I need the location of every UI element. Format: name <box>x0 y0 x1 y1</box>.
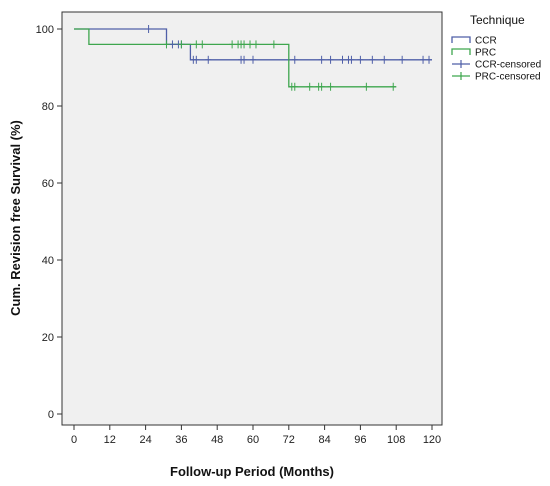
censor-layer <box>145 25 433 91</box>
censor-mark-ccr-censored <box>318 55 325 64</box>
censor-mark-ccr-censored <box>327 55 334 64</box>
legend-title: Technique <box>470 13 525 27</box>
x-tick-label: 36 <box>175 434 187 446</box>
censor-mark-ccr-censored <box>369 55 376 64</box>
x-tick-label: 84 <box>318 434 330 446</box>
censor-mark-prc-censored <box>327 82 334 91</box>
censor-mark-ccr-censored <box>357 55 364 64</box>
legend-item-ccr: CCR <box>451 36 497 47</box>
y-ticks: 0 20 40 60 80 100 <box>36 24 62 421</box>
legend-swatch <box>451 36 471 43</box>
y-tick-label: 20 <box>42 332 54 344</box>
legend-item-prc: PRC <box>451 48 496 59</box>
censor-mark-ccr-censored <box>241 55 248 64</box>
censor-mark-prc-censored <box>252 40 259 49</box>
censor-mark-ccr-censored <box>426 55 433 64</box>
x-tick-label: 0 <box>71 434 77 446</box>
censor-mark-ccr-censored <box>145 25 152 33</box>
y-tick-label: 40 <box>42 255 54 267</box>
y-tick-label: 0 <box>48 409 54 421</box>
censor-mark-ccr-censored <box>205 55 212 64</box>
legend-item-ccr-censored: CCR-censored <box>452 60 541 71</box>
censor-mark-prc-censored <box>163 40 170 49</box>
x-tick-label: 120 <box>423 434 441 446</box>
x-ticks: 0 12 24 36 48 60 72 84 96 108 120 <box>71 425 441 446</box>
legend-label: CCR-censored <box>475 60 541 71</box>
censor-mark-prc-censored <box>199 40 206 49</box>
y-axis-title: Cum. Revision free Survival (%) <box>8 120 23 316</box>
x-tick-label: 108 <box>387 434 405 446</box>
y-tick-label: 60 <box>42 178 54 190</box>
y-tick-label: 100 <box>36 24 54 36</box>
censor-mark-ccr-censored <box>420 55 427 64</box>
censor-mark-ccr-censored <box>339 55 346 64</box>
censor-mark-ccr-censored <box>291 55 298 64</box>
legend-label: PRC <box>475 48 496 59</box>
censor-mark-prc-censored <box>318 82 325 91</box>
y-tick-label: 80 <box>42 101 54 113</box>
censor-mark-ccr-censored <box>169 40 176 49</box>
censor-mark-ccr-censored <box>250 55 256 64</box>
censor-mark-prc-censored <box>178 40 185 49</box>
x-tick-label: 60 <box>247 434 259 446</box>
legend-swatch <box>451 48 471 55</box>
x-tick-label: 12 <box>104 434 116 446</box>
censor-mark-prc-censored <box>229 40 236 49</box>
x-tick-label: 96 <box>354 434 366 446</box>
x-tick-label: 48 <box>211 434 223 446</box>
x-tick-label: 24 <box>139 434 151 446</box>
censor-mark-ccr-censored <box>193 55 200 64</box>
censor-mark-prc-censored <box>306 82 313 91</box>
axes <box>61 12 442 426</box>
censor-mark-prc-censored <box>241 40 248 49</box>
x-tick-label: 72 <box>283 434 295 446</box>
legend-label: CCR <box>475 36 497 47</box>
censor-mark-prc-censored <box>390 82 397 91</box>
censor-mark-prc-censored <box>247 40 254 49</box>
censor-mark-prc-censored <box>270 40 277 49</box>
censor-mark-ccr-censored <box>399 55 406 64</box>
censor-mark-ccr-censored <box>381 55 388 64</box>
legend-item-prc-censored: PRC-censored <box>452 72 541 83</box>
plot-area <box>61 11 443 426</box>
censor-mark-prc-censored <box>363 82 370 91</box>
censor-mark-prc-censored <box>291 82 298 91</box>
censor-mark-prc-censored <box>193 40 200 49</box>
censor-mark-ccr-censored <box>348 55 355 64</box>
x-axis-title: Follow-up Period (Months) <box>170 464 334 479</box>
legend-label: PRC-censored <box>475 72 541 83</box>
